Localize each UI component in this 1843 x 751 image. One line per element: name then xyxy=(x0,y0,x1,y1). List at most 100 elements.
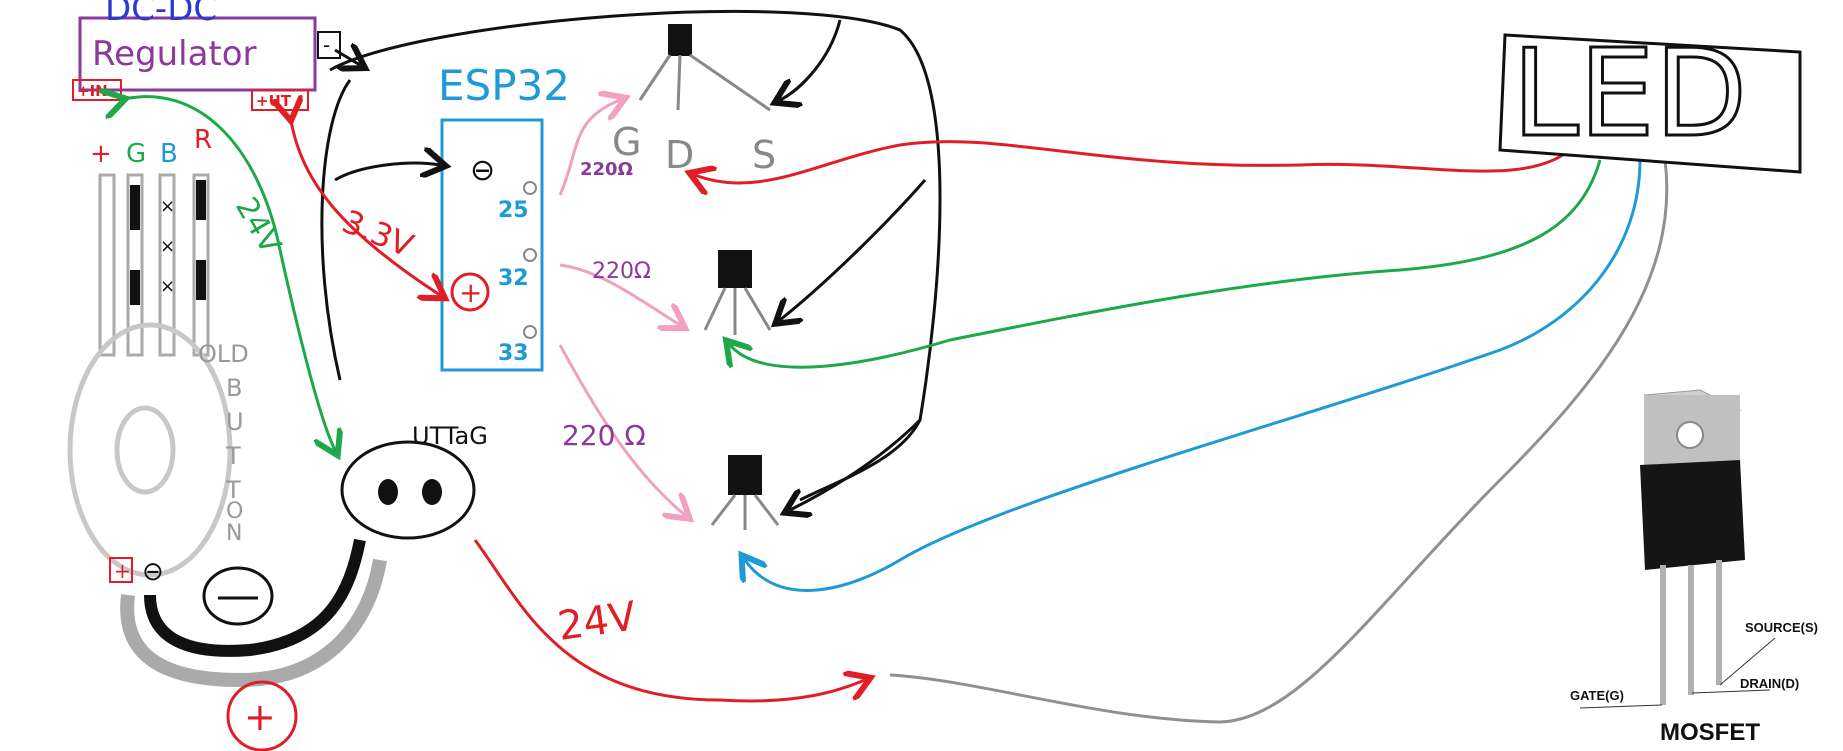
old-button-letter-2: U xyxy=(226,408,244,436)
mosfet-middle xyxy=(703,250,772,335)
mosfet-bottom-legs xyxy=(710,494,780,530)
regulator-input-wire xyxy=(120,97,335,450)
old-button-letter-6: N xyxy=(226,521,242,546)
strip-x2: × xyxy=(160,236,175,257)
pin32-dot xyxy=(523,248,537,262)
mosfet-ref-leg-gate xyxy=(1660,565,1666,705)
strip-wire-r-band2 xyxy=(196,260,206,300)
old-button-minus: ⊖ xyxy=(142,557,164,587)
old-button-letter-4: T xyxy=(225,476,241,504)
led-red-wire xyxy=(695,140,1571,183)
regulator-title-line1: DC-DC xyxy=(105,0,217,29)
resistor1-wire xyxy=(558,100,620,196)
mosfet2-source-wire xyxy=(780,179,927,320)
mosfet-ref-drain-label: DRAIN(D) xyxy=(1740,676,1799,691)
mosfet-ref-body xyxy=(1640,460,1745,570)
mosfet-middle-legs xyxy=(703,287,772,335)
strip-label-g: G xyxy=(126,139,146,169)
led-box: LED xyxy=(1498,24,1802,174)
esp32-title: ESP32 xyxy=(438,61,570,110)
regulator-in-label: +IN xyxy=(77,82,108,100)
old-button-letter-0: OLD xyxy=(198,340,249,368)
old-button-letter-3: T xyxy=(225,442,241,470)
mosfet-ref-leg-source xyxy=(1716,560,1722,685)
esp32-plus-pin: + xyxy=(459,276,482,309)
old-button: OLD B U T T O N + ⊖ xyxy=(67,322,249,587)
old-button-letter-1: B xyxy=(226,374,242,402)
strip-wire-plus xyxy=(98,173,116,357)
mosfet-ref-drain-leader xyxy=(1691,689,1771,694)
mosfet-top-s: S xyxy=(752,133,776,177)
strip-label-r: R xyxy=(194,125,212,155)
uttag-socket-hole-2 xyxy=(422,479,442,505)
ground-loop-wire xyxy=(329,9,942,502)
mosfet-top-g: G xyxy=(612,120,641,164)
strip-wire-r-band1 xyxy=(196,180,206,220)
mosfet-ref-title: MOSFET xyxy=(1660,719,1760,746)
voltage-3v3: 3.3V xyxy=(337,202,419,265)
mosfet-bottom-body xyxy=(728,455,762,495)
esp32-pin-32: 32 xyxy=(498,266,529,291)
dc-plus-circle xyxy=(226,680,298,751)
mosfet-bottom xyxy=(710,455,780,530)
mosfet-ref-source-label: SOURCE(S) xyxy=(1745,620,1818,635)
resistor1-label: 220Ω xyxy=(580,159,633,180)
strip-label-plus: + xyxy=(90,139,112,169)
strip-wire-b xyxy=(158,173,176,357)
esp32-power-wire xyxy=(290,115,440,295)
pin33-dot xyxy=(523,325,537,339)
dc-plus-label: + xyxy=(244,695,276,739)
power-cable-black xyxy=(144,538,366,657)
mosfet-ref-source-leader xyxy=(1719,637,1776,686)
main-24v-wire xyxy=(473,539,865,703)
resistor3-label: 220 Ω xyxy=(562,419,646,452)
mosfet3-source-wire xyxy=(790,418,922,510)
old-button-center xyxy=(114,405,176,495)
old-button-letter-5: O xyxy=(226,499,243,524)
mosfet-top-d: D xyxy=(665,133,694,177)
strip-wire-g-band1 xyxy=(130,185,140,230)
dc-dc-regulator: DC-DC Regulator +IN +UT - xyxy=(72,0,341,111)
ground-circle xyxy=(202,566,274,626)
resistor2-wire xyxy=(559,263,680,325)
resistor3-wire xyxy=(558,344,685,515)
led-blue-wire xyxy=(745,159,1642,592)
mosfet1-source-wire xyxy=(780,19,842,100)
uttag-label: UTTaG xyxy=(412,422,488,450)
led-strip-wires: + G B R × × × xyxy=(90,125,212,357)
strip-label-b: B xyxy=(160,139,178,169)
mosfet-middle-body xyxy=(718,250,752,288)
old-button-plus-box xyxy=(109,557,133,583)
mosfet-top-body xyxy=(668,24,692,56)
mosfet-ref-gate-leader xyxy=(1579,704,1663,709)
uttag-socket: UTTaG xyxy=(340,422,488,540)
esp32-pin-25: 25 xyxy=(498,198,529,223)
mosfet-ref-tab-hole xyxy=(1676,421,1704,449)
uttag-socket-hole-1 xyxy=(378,479,398,505)
strip-wire-g-band2 xyxy=(130,270,140,305)
mosfet-reference: SOURCE(S) DRAIN(D) GATE(G) MOSFET xyxy=(1570,389,1818,746)
strip-x3: × xyxy=(160,276,175,297)
regulator-ground-arrow xyxy=(334,50,360,65)
mosfet-top-legs xyxy=(638,53,771,112)
led-gray-wire xyxy=(889,159,1669,724)
old-button-outline xyxy=(67,322,233,578)
regulator-minus-label: - xyxy=(323,33,330,57)
uttag-socket-body xyxy=(340,440,476,540)
esp32-plus-pin-circle xyxy=(450,272,490,312)
mosfet-ref-gate-label: GATE(G) xyxy=(1570,688,1624,703)
mosfet-ref-leg-drain xyxy=(1688,565,1694,695)
esp32-board: ESP32 ⊖ + 25 32 33 xyxy=(438,61,570,372)
regulator-out-label: +UT xyxy=(256,92,292,110)
voltage-24v-red: 24V xyxy=(555,593,640,650)
regulator-title-line2: Regulator xyxy=(92,34,257,74)
mosfet-top: G D S xyxy=(612,24,776,177)
old-button-plus: + xyxy=(114,559,131,583)
esp32-pin-33: 33 xyxy=(498,341,529,366)
resistor2-label: 220Ω xyxy=(592,259,651,284)
esp32-minus-pin: ⊖ xyxy=(470,153,495,188)
pin25-dot xyxy=(523,181,537,195)
led-label: LED xyxy=(1512,25,1747,164)
power-cable-outer xyxy=(120,558,387,688)
